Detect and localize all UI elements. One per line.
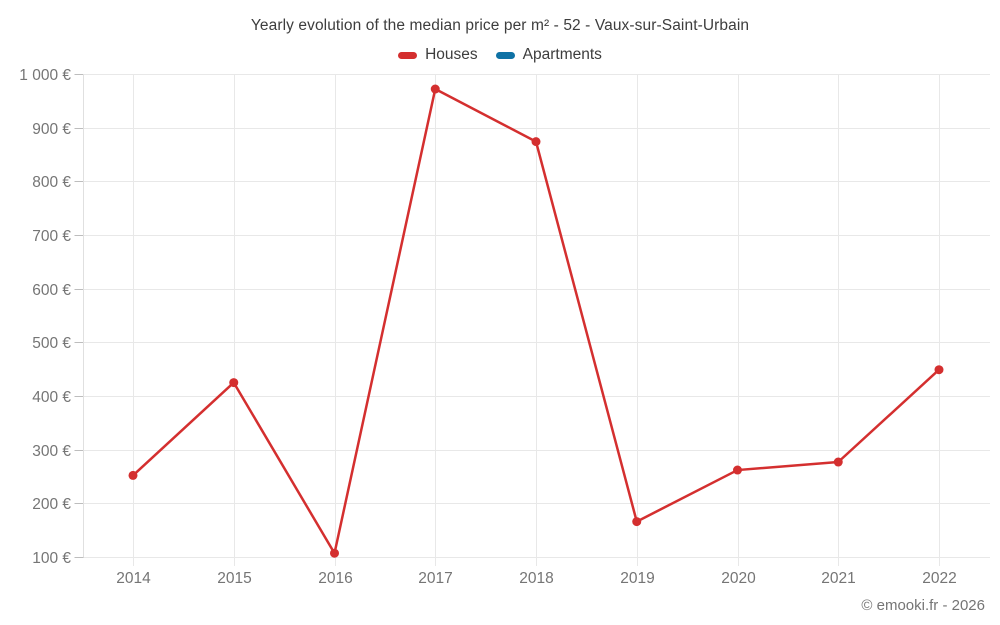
chart-legend: Houses Apartments <box>0 46 1000 64</box>
legend-item-houses[interactable]: Houses <box>398 46 478 64</box>
y-axis-label: 500 € <box>32 335 71 352</box>
x-axis-label: 2014 <box>116 570 151 587</box>
apartments-series-swatch-icon <box>495 51 515 59</box>
y-axis-label: 200 € <box>32 496 71 513</box>
houses-data-point <box>833 457 843 467</box>
houses-data-point <box>531 137 541 147</box>
houses-data-point <box>128 470 138 480</box>
houses-data-point <box>330 548 339 558</box>
houses-series-swatch-icon <box>398 51 418 59</box>
x-axis-label: 2018 <box>519 570 553 587</box>
x-axis-label: 2019 <box>620 570 654 587</box>
chart-title: Yearly evolution of the median price per… <box>250 17 750 34</box>
copyright-credit: © emooki.fr - 2026 <box>861 597 985 614</box>
y-axis-label: 600 € <box>32 282 71 299</box>
x-axis-label: 2021 <box>821 570 855 587</box>
y-axis-label: 300 € <box>32 443 71 460</box>
y-axis-label: 800 € <box>32 174 71 191</box>
x-axis-label: 2022 <box>922 570 956 587</box>
y-axis-label: 400 € <box>32 389 71 406</box>
legend-label: Apartments <box>522 46 602 63</box>
x-axis-label: 2015 <box>217 570 251 587</box>
y-axis-label: 700 € <box>32 228 71 245</box>
y-axis-label: 1 000 € <box>19 67 71 84</box>
legend-item-apartments[interactable]: Apartments <box>495 46 602 64</box>
houses-data-point <box>430 84 440 94</box>
houses-data-point <box>934 365 944 375</box>
houses-data-point <box>229 378 239 388</box>
legend-label: Houses <box>425 46 478 63</box>
y-axis-label: 900 € <box>32 121 71 138</box>
x-axis-label: 2016 <box>318 570 352 587</box>
houses-data-point <box>632 517 642 527</box>
x-axis-label: 2020 <box>721 570 756 587</box>
y-axis-label: 100 € <box>32 550 71 567</box>
houses-data-point <box>733 465 742 475</box>
x-axis-label: 2017 <box>418 570 452 587</box>
